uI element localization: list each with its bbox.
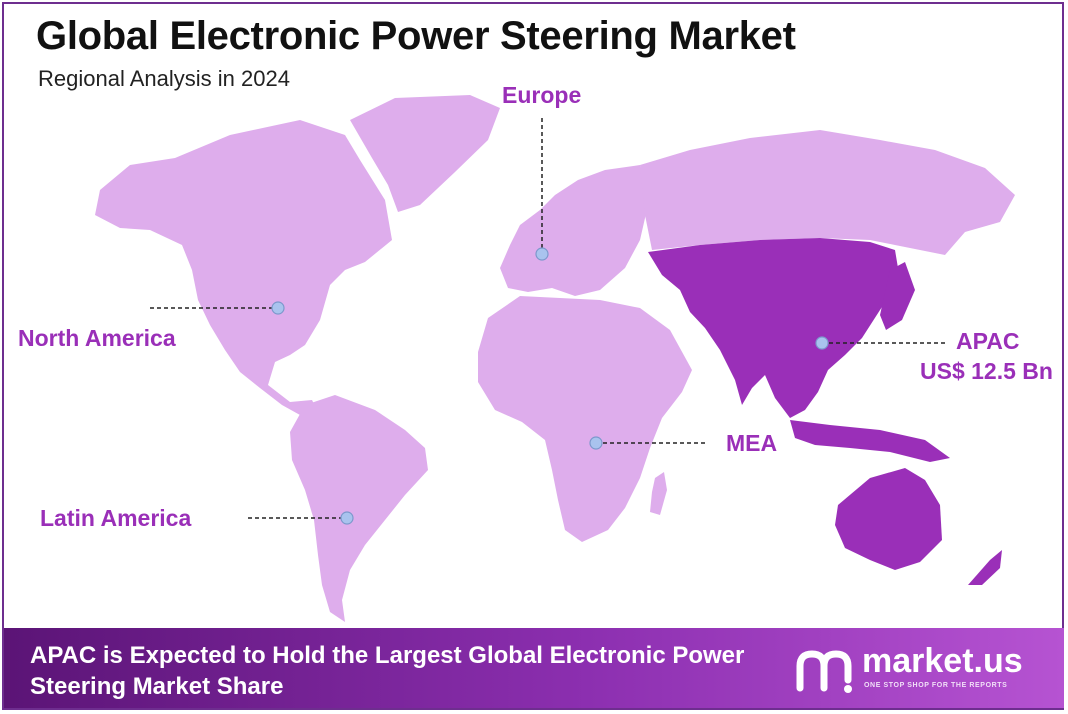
apac-mainland-shape [648,238,900,418]
latin-america-label: Latin America [40,505,192,531]
market-us-logo-icon [796,650,852,693]
north-asia-shape [640,130,1015,255]
madagascar-shape [650,472,667,515]
se-asia-islands-shape [790,420,950,462]
apac-marker [815,336,829,350]
europe-shape [500,165,648,296]
brand-name: market.us [862,642,1023,680]
latin-america-shape [290,395,428,622]
apac-value-label: US$ 12.5 Bn [920,358,1053,384]
mea-marker [589,436,603,450]
north-america-shape [95,120,392,415]
latin-america-marker [340,511,354,525]
europe-label: Europe [502,82,582,108]
footer-text: APAC is Expected to Hold the Largest Glo… [30,642,745,700]
brand-logo: market.us ONE STOP SHOP FOR THE REPORTS [794,642,1054,698]
north-america-marker [271,301,285,315]
australia-shape [835,468,942,570]
mea-label: MEA [726,430,778,456]
new-zealand-shape [968,550,1002,585]
north-america-label: North America [18,325,176,351]
europe-marker [535,247,549,261]
greenland-shape [350,95,500,212]
brand-tagline: ONE STOP SHOP FOR THE REPORTS [864,682,1008,689]
footer-banner: APAC is Expected to Hold the Largest Glo… [4,628,1064,708]
page-subtitle: Regional Analysis in 2024 [38,66,290,91]
apac-label: APAC [956,328,1020,354]
page-title: Global Electronic Power Steering Market [36,14,796,58]
japan-shape [880,262,915,330]
africa-shape [478,296,692,542]
